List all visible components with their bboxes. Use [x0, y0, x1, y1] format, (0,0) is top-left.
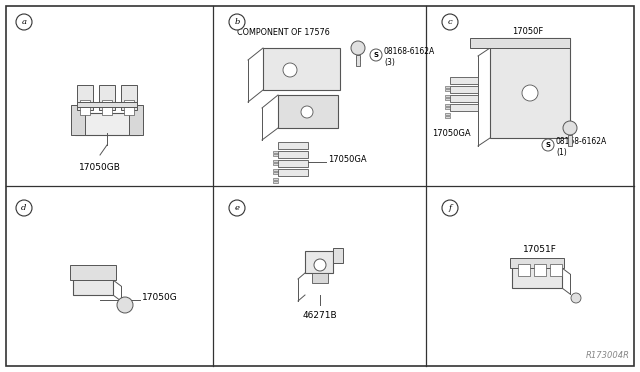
Circle shape [571, 293, 581, 303]
Text: 17050GB: 17050GB [79, 163, 121, 172]
Bar [273, 178, 278, 180]
Bar [273, 154, 278, 156]
Text: 08168-6162A: 08168-6162A [556, 138, 607, 147]
Bar [445, 107, 450, 109]
Bar [445, 86, 450, 88]
Circle shape [442, 14, 458, 30]
Text: a: a [22, 18, 26, 26]
Bar [470, 38, 570, 48]
Text: S: S [374, 52, 378, 58]
Text: 17050G: 17050G [142, 292, 178, 301]
Bar [445, 116, 450, 118]
Bar [518, 264, 530, 276]
Bar [278, 142, 308, 149]
Bar [568, 135, 572, 146]
Bar [445, 98, 450, 100]
Bar [99, 85, 115, 110]
Bar [73, 270, 113, 295]
Bar [121, 85, 137, 110]
Bar [273, 163, 278, 165]
Circle shape [283, 63, 297, 77]
Text: d: d [21, 204, 27, 212]
Circle shape [117, 297, 133, 313]
Bar [124, 100, 134, 115]
Bar [445, 89, 450, 91]
Bar [273, 160, 278, 162]
Text: 46271B: 46271B [303, 311, 337, 320]
Bar [445, 113, 450, 115]
Bar [278, 160, 308, 167]
Bar [80, 100, 90, 115]
Bar [510, 258, 564, 268]
Circle shape [442, 200, 458, 216]
Bar [70, 265, 116, 280]
Circle shape [522, 85, 538, 101]
Circle shape [301, 106, 313, 118]
Circle shape [16, 14, 32, 30]
Bar [450, 86, 478, 93]
Circle shape [314, 259, 326, 271]
Text: 17050F: 17050F [513, 27, 543, 36]
Text: S: S [545, 142, 550, 148]
Circle shape [563, 121, 577, 135]
Bar [77, 102, 137, 107]
Circle shape [16, 200, 32, 216]
Bar [312, 273, 328, 283]
Circle shape [229, 200, 245, 216]
Circle shape [229, 14, 245, 30]
Bar [305, 251, 333, 273]
Bar [356, 55, 360, 66]
Bar [273, 169, 278, 171]
Bar [550, 264, 562, 276]
Bar [534, 264, 546, 276]
Bar [102, 100, 112, 115]
Text: (1): (1) [556, 148, 567, 157]
Bar [333, 248, 343, 263]
Bar [71, 105, 85, 135]
Bar [445, 95, 450, 97]
Bar [129, 105, 143, 135]
Circle shape [351, 41, 365, 55]
Text: 08168-6162A: 08168-6162A [384, 48, 435, 57]
Text: 17051F: 17051F [523, 245, 557, 254]
Bar [273, 151, 278, 153]
Bar [278, 169, 308, 176]
Bar [512, 260, 562, 288]
Circle shape [542, 139, 554, 151]
Text: b: b [234, 18, 240, 26]
Circle shape [370, 49, 382, 61]
Text: c: c [447, 18, 452, 26]
Bar [75, 113, 139, 135]
Text: R173004R: R173004R [586, 351, 630, 360]
Polygon shape [263, 48, 340, 90]
Bar [450, 77, 478, 84]
Bar [450, 95, 478, 102]
Text: f: f [449, 204, 452, 212]
Bar [450, 104, 478, 111]
Bar [273, 181, 278, 183]
Bar [490, 38, 570, 138]
Text: 17050GA: 17050GA [432, 128, 470, 138]
Text: COMPONENT OF 17576: COMPONENT OF 17576 [237, 28, 330, 37]
Polygon shape [278, 95, 338, 128]
Bar [445, 104, 450, 106]
Bar [273, 172, 278, 174]
Bar [77, 85, 93, 110]
Text: e: e [234, 204, 239, 212]
Text: 17050GA: 17050GA [328, 154, 367, 164]
Bar [278, 151, 308, 158]
Text: (3): (3) [384, 58, 395, 67]
